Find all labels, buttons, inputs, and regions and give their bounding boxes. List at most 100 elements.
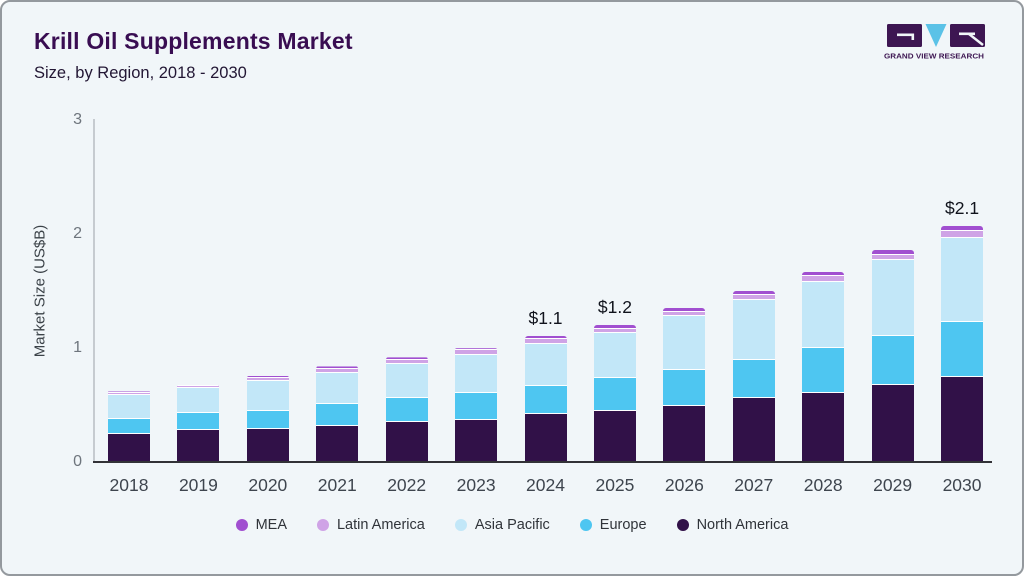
bar-group-2027 <box>732 291 775 461</box>
bar-segment-mea-2027 <box>732 291 775 295</box>
bar-segment-mea-2028 <box>802 271 845 277</box>
legend-label-north-america: North America <box>696 517 789 533</box>
x-tick-label-2019: 2019 <box>178 475 218 495</box>
bar-segment-latin-america-2019 <box>177 385 220 389</box>
bar-segment-north-america-2019 <box>177 430 220 461</box>
bar-group-2019 <box>177 384 220 461</box>
bar-segment-latin-america-2030 <box>941 230 984 238</box>
y-axis-title: Market Size (US$B) <box>31 224 49 358</box>
page-subtitle: Size, by Region, 2018 - 2030 <box>34 64 247 82</box>
legend-label-mea: MEA <box>255 517 287 533</box>
bar-segment-latin-america-2028 <box>802 276 845 283</box>
bar-segment-north-america-2018 <box>108 433 150 461</box>
bar-segment-latin-america-2020 <box>246 377 289 382</box>
x-tick-label-2022: 2022 <box>387 475 427 495</box>
bar-segment-mea-2019 <box>177 384 220 386</box>
bar-segment-asia-pacific-2019 <box>177 388 220 414</box>
bar-segment-latin-america-2027 <box>732 294 775 301</box>
bar-group-2023 <box>455 348 498 461</box>
bar-segment-asia-pacific-2022 <box>385 364 428 399</box>
x-tick-label-2024: 2024 <box>526 475 565 495</box>
legend-item-latin-america: Latin America <box>316 517 425 533</box>
page-title: Krill Oil Supplements Market <box>34 28 353 54</box>
bar-segment-asia-pacific-2025 <box>593 333 636 378</box>
bar-segment-mea-2020 <box>246 375 289 378</box>
legend-item-mea: MEA <box>235 517 287 533</box>
bar-value-label-2030: $2.1 <box>945 198 980 219</box>
bar-segment-asia-pacific-2018 <box>108 394 150 419</box>
bar-segment-asia-pacific-2029 <box>871 260 914 336</box>
legend-swatch-latin-america <box>316 519 329 531</box>
bar-group-2020 <box>246 375 289 461</box>
x-tick-label-2028: 2028 <box>803 475 843 495</box>
bar-segment-latin-america-2021 <box>316 368 359 374</box>
bar-segment-asia-pacific-2030 <box>941 237 984 322</box>
bar-segment-mea-2026 <box>663 308 706 312</box>
bar-segment-mea-2030 <box>941 226 984 231</box>
y-tick-label-0: 0 <box>73 453 82 470</box>
legend-label-asia-pacific: Asia Pacific <box>474 517 550 533</box>
bar-segment-mea-2021 <box>316 366 359 369</box>
bar-segment-mea-2022 <box>385 357 428 360</box>
y-axis-line <box>93 119 95 462</box>
bar-segment-europe-2022 <box>385 398 428 423</box>
legend-label-europe: Europe <box>599 517 647 533</box>
bar-segment-latin-america-2029 <box>871 254 914 261</box>
x-axis-line <box>93 461 992 463</box>
x-tick-label-2029: 2029 <box>873 475 913 495</box>
bar-group-2028 <box>802 271 845 461</box>
bar-segment-europe-2024 <box>524 385 567 415</box>
bar-segment-asia-pacific-2026 <box>663 316 706 370</box>
bar-segment-asia-pacific-2023 <box>455 354 498 393</box>
bar-segment-europe-2029 <box>871 335 914 385</box>
bar-segment-mea-2023 <box>455 348 498 351</box>
bar-segment-north-america-2021 <box>316 425 359 461</box>
bar-segment-mea-2029 <box>871 250 914 255</box>
bar-segment-mea-2018 <box>108 391 150 393</box>
legend-item-north-america: North America <box>676 517 789 533</box>
bar-segment-asia-pacific-2020 <box>246 381 289 411</box>
bar-segment-asia-pacific-2021 <box>316 373 359 404</box>
bar-value-label-2024: $1.1 <box>528 307 563 328</box>
bar-segment-latin-america-2018 <box>108 392 150 395</box>
grand-view-research-logo: GRAND VIEW RESEARCH <box>884 24 985 61</box>
bar-segment-latin-america-2023 <box>455 350 498 355</box>
bar-segment-mea-2025 <box>593 325 636 329</box>
legend-swatch-north-america <box>676 519 689 531</box>
bar-segment-latin-america-2024 <box>524 339 567 344</box>
bar-segment-europe-2023 <box>455 392 498 420</box>
bar-segment-latin-america-2025 <box>593 328 636 334</box>
bar-segment-north-america-2023 <box>455 419 498 461</box>
bar-segment-north-america-2020 <box>246 429 289 461</box>
bar-group-2022 <box>385 357 428 461</box>
bar-segment-north-america-2030 <box>941 376 984 461</box>
bar-segment-europe-2021 <box>316 404 359 426</box>
bar-segment-europe-2018 <box>108 418 150 434</box>
x-tick-label-2030: 2030 <box>942 475 982 495</box>
bar-segment-europe-2026 <box>663 369 706 407</box>
bar-segment-north-america-2022 <box>385 422 428 461</box>
bar-value-label-2025: $1.2 <box>597 297 632 318</box>
x-tick-label-2021: 2021 <box>317 475 357 495</box>
bar-segment-europe-2027 <box>732 359 775 399</box>
bar-segment-europe-2020 <box>246 410 289 430</box>
bar-segment-europe-2025 <box>593 377 636 411</box>
x-tick-label-2020: 2020 <box>248 475 288 495</box>
bar-segment-asia-pacific-2027 <box>732 300 775 360</box>
x-tick-label-2018: 2018 <box>109 475 149 495</box>
bar-group-2018 <box>108 391 150 461</box>
x-tick-label-2026: 2026 <box>664 475 704 495</box>
legend-item-asia-pacific: Asia Pacific <box>454 517 550 533</box>
bar-group-2029 <box>871 250 914 461</box>
bar-group-2025 <box>593 325 636 461</box>
legend-swatch-mea <box>235 519 248 531</box>
x-tick-label-2023: 2023 <box>456 475 496 495</box>
bar-segment-asia-pacific-2024 <box>524 343 567 386</box>
x-tick-label-2025: 2025 <box>595 475 635 495</box>
bar-group-2030 <box>941 226 984 461</box>
legend-label-latin-america: Latin America <box>336 517 425 533</box>
bar-segment-north-america-2024 <box>524 414 567 461</box>
y-tick-label-3: 3 <box>73 111 82 128</box>
bar-segment-asia-pacific-2028 <box>802 282 845 349</box>
